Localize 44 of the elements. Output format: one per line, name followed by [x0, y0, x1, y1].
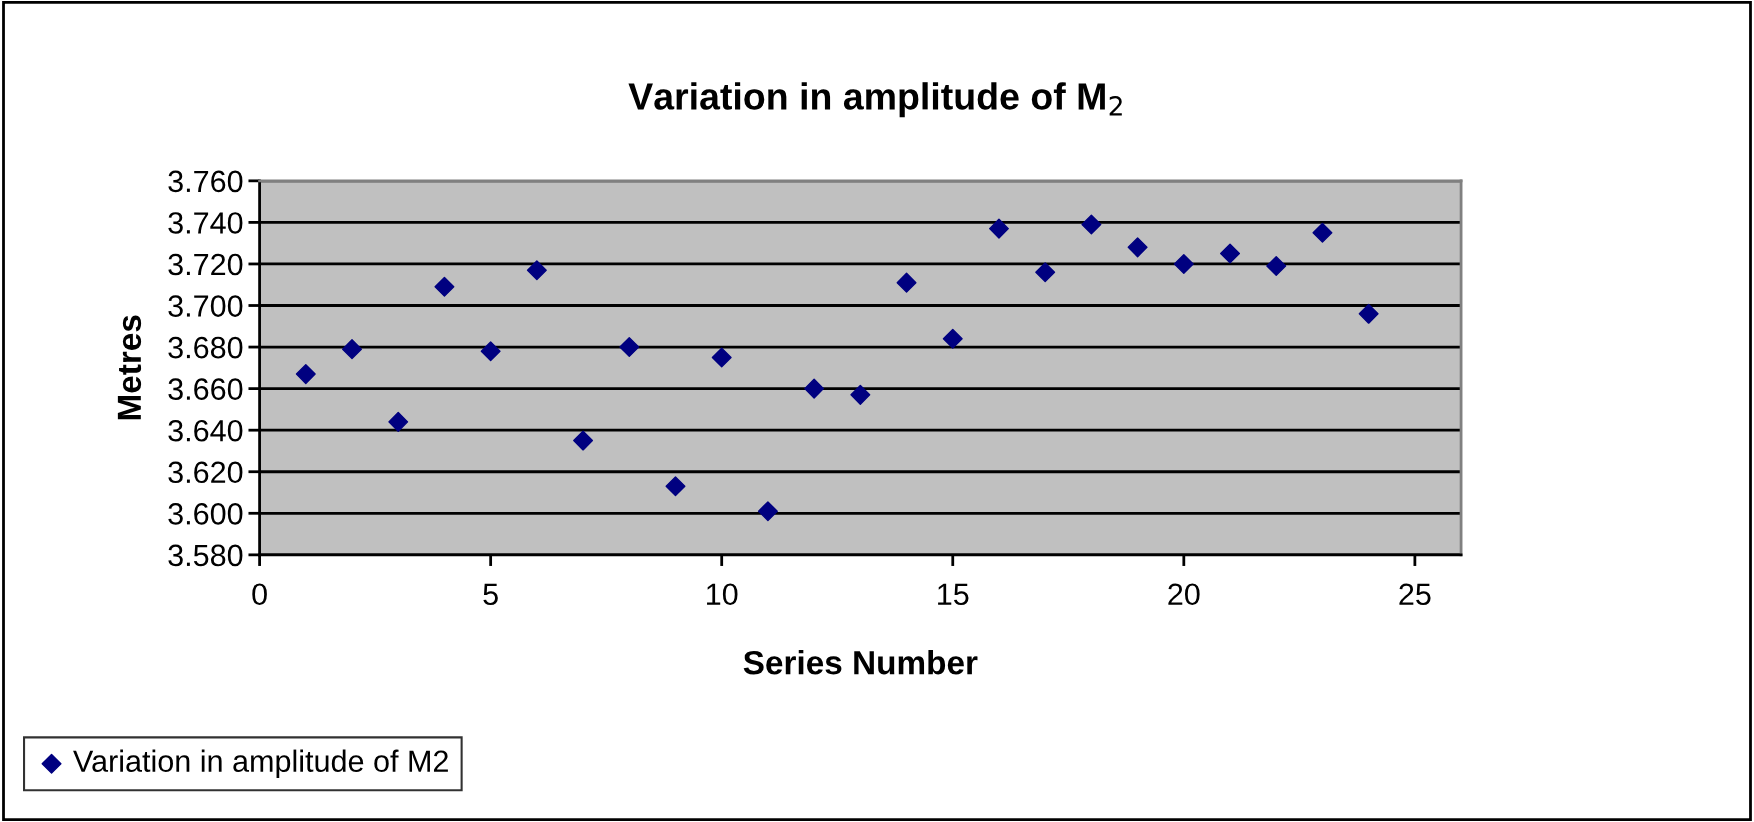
legend-label: Variation in amplitude of M2	[73, 749, 448, 779]
point	[1220, 243, 1241, 264]
point	[896, 272, 917, 293]
point	[850, 384, 871, 405]
point	[434, 276, 455, 297]
y-tick-label: 3.740	[168, 212, 243, 234]
point	[711, 347, 732, 368]
x-tick-label: 0	[252, 583, 267, 606]
point	[388, 411, 409, 432]
y-axis-title: Metres	[117, 315, 142, 420]
point	[342, 339, 363, 360]
point	[757, 501, 778, 522]
point	[295, 364, 316, 385]
point	[1266, 256, 1287, 277]
point	[573, 430, 594, 451]
y-tick-label: 3.580	[168, 544, 243, 567]
point	[1035, 262, 1056, 283]
x-tick-label: 10	[707, 583, 738, 606]
point	[480, 341, 501, 362]
point	[1127, 237, 1148, 258]
y-tick-label: 3.660	[168, 378, 243, 400]
point	[1173, 253, 1194, 274]
x-axis-title: Series Number	[743, 650, 978, 675]
y-tick-label: 3.640	[168, 419, 243, 442]
y-tick-label: 3.680	[168, 336, 243, 359]
x-tick-label: 15	[938, 583, 969, 606]
y-tick-label: 3.700	[168, 295, 243, 317]
point	[665, 476, 686, 497]
point	[804, 378, 825, 399]
chart-title: Variation in amplitude of M$_{2}$	[628, 82, 1122, 118]
point	[1358, 303, 1379, 324]
point	[988, 218, 1009, 239]
y-tick-label: 3.620	[168, 461, 243, 484]
y-tick-label: 3.720	[168, 253, 243, 276]
x-tick-label: 20	[1168, 583, 1200, 606]
x-tick-label: 5	[483, 583, 498, 606]
x-tick-label: 25	[1399, 583, 1431, 606]
point	[619, 337, 640, 358]
point	[1312, 222, 1333, 243]
point	[1081, 214, 1102, 235]
point	[526, 260, 547, 281]
point	[942, 328, 963, 349]
y-tick-label: 3.760	[168, 170, 243, 193]
y-tick-label: 3.600	[168, 503, 243, 525]
